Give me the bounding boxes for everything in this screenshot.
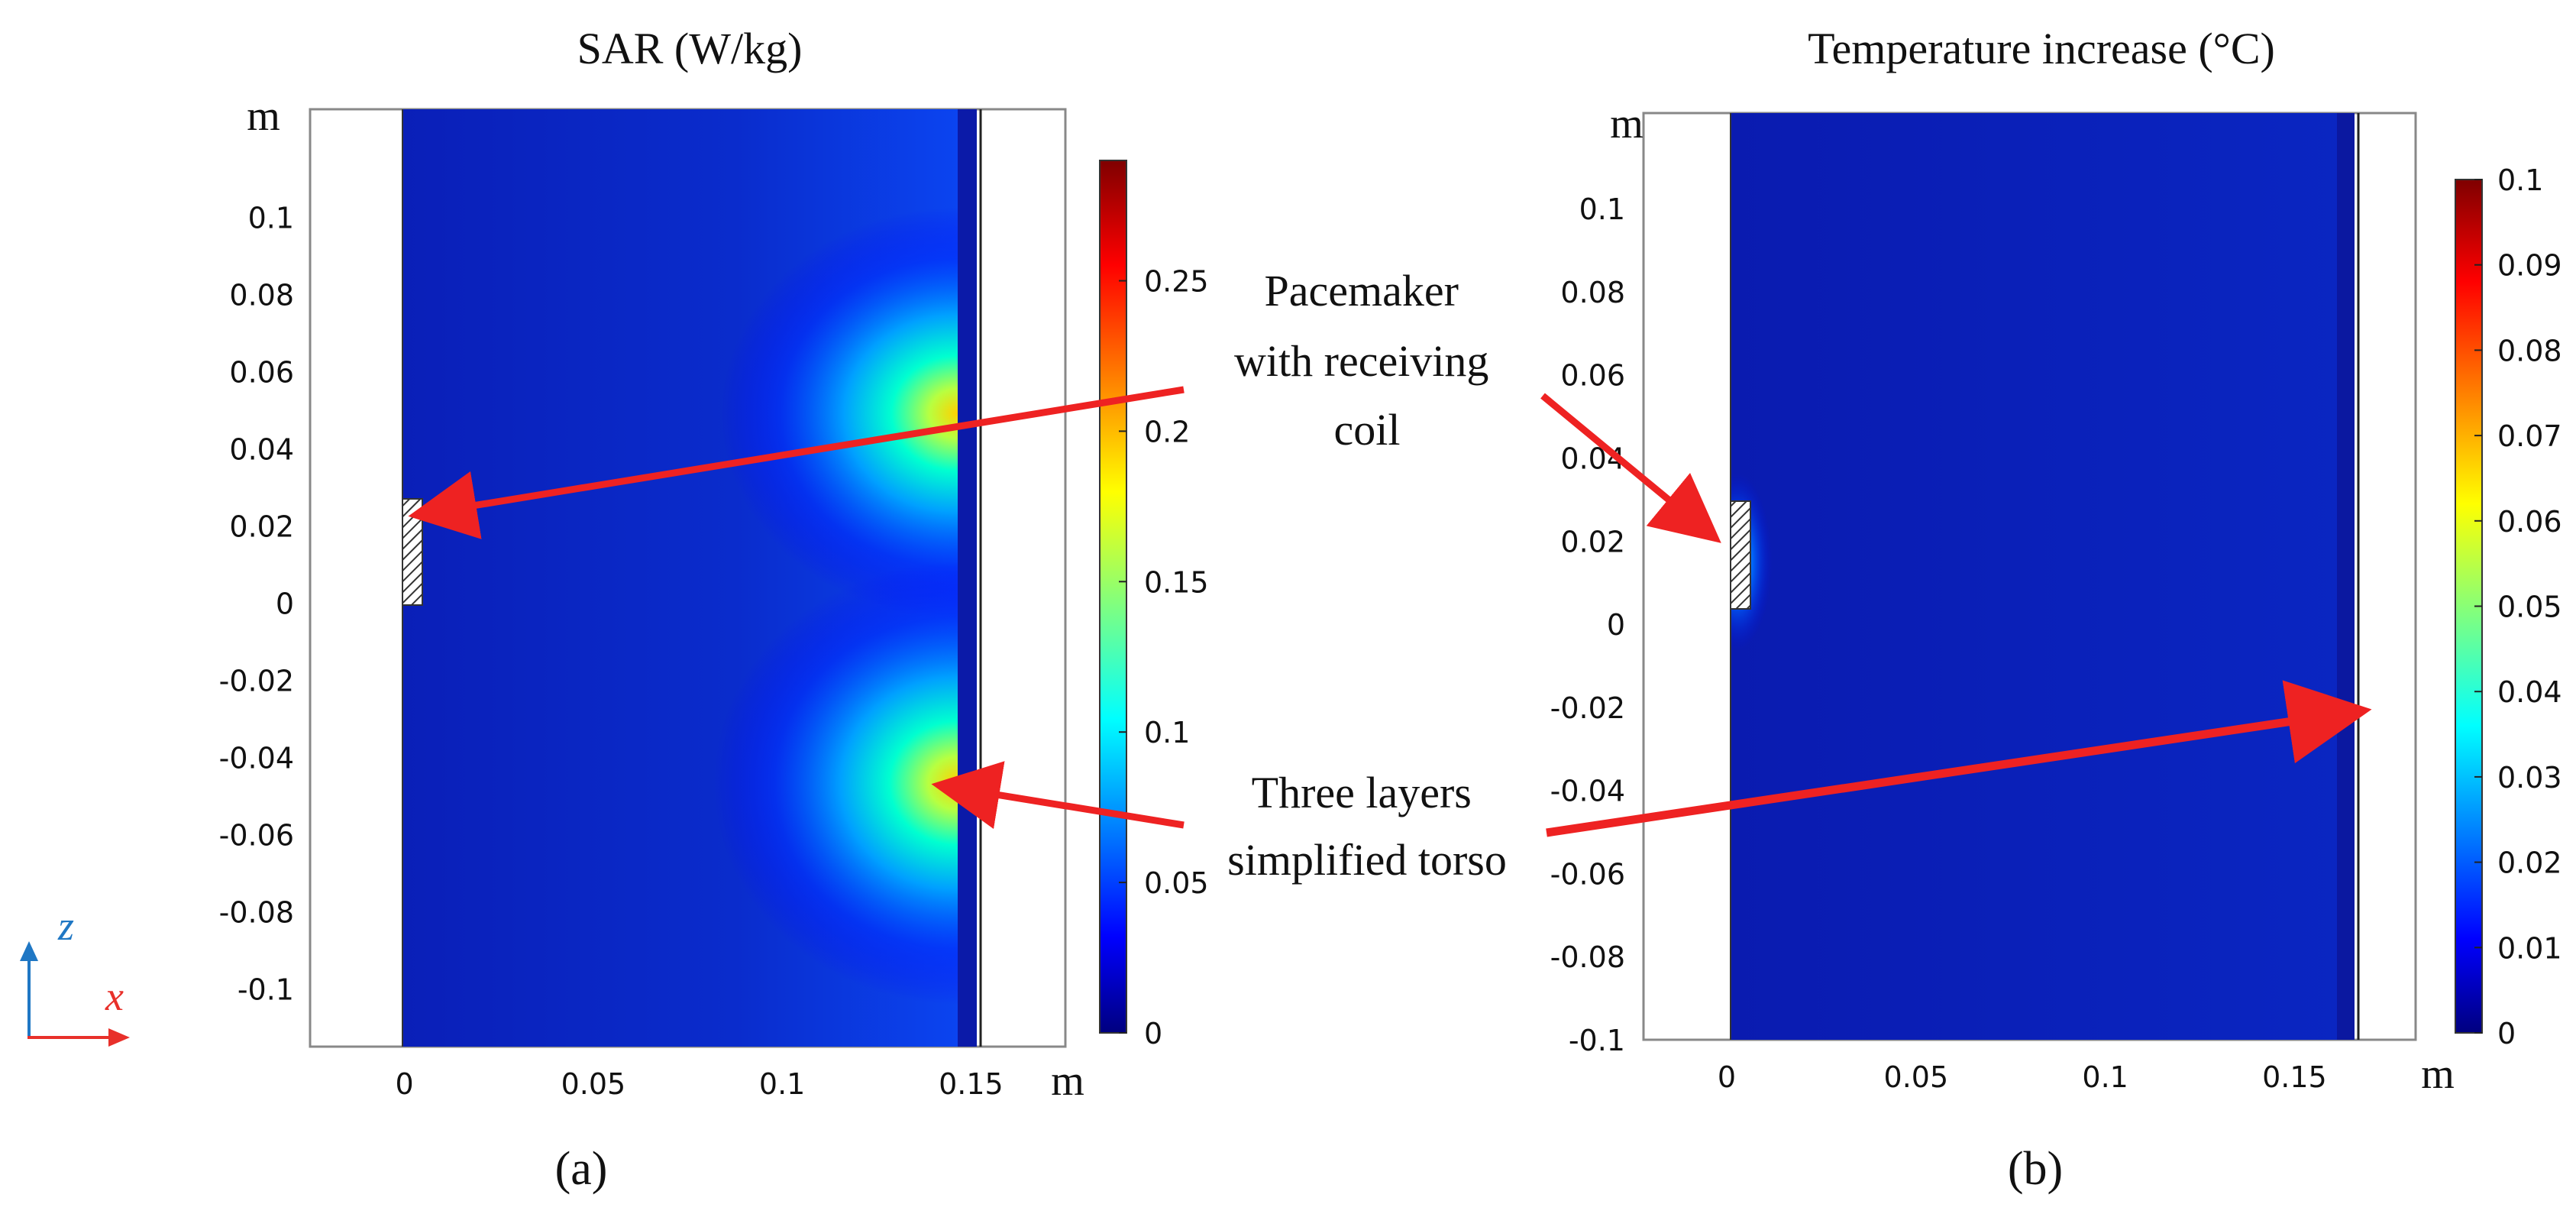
y-tick-label: -0.08: [1550, 940, 1625, 974]
x-tick-label: 0.05: [561, 1067, 626, 1101]
panel-b-pacemaker: [1730, 500, 1751, 610]
y-tick-label: 0.1: [1579, 193, 1625, 226]
y-tick-label: 0.08: [229, 278, 294, 312]
panel-a-colorbar: [1099, 160, 1127, 1034]
panel-b-label: (b): [2008, 1143, 2063, 1195]
panel-b-y-unit: m: [1610, 100, 1644, 147]
x-tick-label: 0.1: [759, 1067, 805, 1101]
panel-a-colorbar-ticks: 0.25 0.2 0.15 0.1 0.05 0: [1119, 265, 1209, 1050]
colorbar-tick-label: 0.09: [2497, 249, 2562, 283]
y-tick-label: -0.1: [1569, 1024, 1625, 1057]
panel-a-x-ticks: 0 0.05 0.1 0.15: [396, 1067, 1004, 1101]
x-tick-label: 0.15: [939, 1067, 1004, 1101]
y-tick-label: -0.04: [219, 741, 294, 775]
panel-a-hotspot-upper: [721, 207, 977, 620]
colorbar-tick-label: 0.1: [1144, 716, 1190, 749]
panel-b-y-ticks: 0.10.080.060.040.020-0.02-0.04-0.06-0.08…: [1550, 193, 1625, 1057]
arrow-to-torso-a: [931, 761, 1185, 830]
y-tick-label: 0.04: [229, 432, 294, 466]
colorbar-tick-label: 0.2: [1144, 415, 1190, 448]
panel-a-label: (a): [555, 1143, 608, 1195]
panel-a-x-unit: m: [1051, 1057, 1084, 1105]
x-tick-label: 0.15: [2262, 1060, 2327, 1094]
colorbar-tick-label: 0.06: [2497, 505, 2562, 539]
y-tick-label: -0.04: [1550, 775, 1625, 808]
colorbar-tick-label: 0: [1144, 1017, 1162, 1050]
axes-glyph: z x: [20, 903, 130, 1047]
panel-b-torso: [1731, 113, 2355, 1040]
colorbar-tick-label: 0.15: [1144, 565, 1209, 599]
annotations: Pacemaker with receiving coil Three laye…: [408, 266, 2372, 885]
panel-a-title: SAR (W/kg): [577, 24, 803, 73]
colorbar-tick-label: 0.05: [2497, 591, 2562, 624]
panel-b-x-unit: m: [2421, 1050, 2455, 1098]
x-axis-label: x: [105, 973, 124, 1019]
panel-b: Temperature increase (°C) m 0.10.080.060…: [1550, 24, 2562, 1195]
panel-a-pacemaker: [402, 498, 423, 606]
z-axis-arrowhead: [20, 941, 38, 961]
colorbar-tick-label: 0: [2497, 1017, 2516, 1050]
y-tick-label: -0.1: [238, 973, 294, 1006]
y-tick-label: -0.02: [1550, 691, 1625, 725]
colorbar-tick-label: 0.01: [2497, 931, 2562, 965]
colorbar-tick-label: 0.07: [2497, 419, 2562, 453]
torso-label-line-1: Three layers: [1252, 768, 1472, 817]
colorbar-tick-label: 0.03: [2497, 761, 2562, 795]
panel-b-colorbar-ticks: 0.1 0.09 0.08 0.07 0.06 0.05 0.04 0.03 0.02 0.01 0: [2474, 163, 2562, 1050]
z-axis-label: z: [57, 903, 74, 949]
arrow-to-torso-b: [1546, 680, 2372, 837]
x-tick-label: 0.05: [1884, 1060, 1949, 1094]
pacemaker-label-line-2: with receiving: [1234, 336, 1488, 386]
y-tick-label: 0.02: [1560, 525, 1625, 558]
panel-a-y-unit: m: [247, 92, 280, 140]
y-tick-label: -0.02: [219, 664, 294, 698]
panel-b-x-ticks: 0 0.05 0.1 0.15: [1718, 1060, 2327, 1094]
panel-a-field: [402, 109, 977, 1047]
panel-a-hotspot-lower: [713, 562, 977, 1005]
pacemaker-label-line-1: Pacemaker: [1265, 266, 1459, 316]
y-tick-label: -0.06: [219, 818, 294, 852]
panel-b-field: [1731, 113, 2355, 1040]
arrow-to-pacemaker-b: [1540, 393, 1721, 543]
x-tick-label: 0: [1718, 1060, 1736, 1094]
colorbar-tick-label: 0.25: [1144, 265, 1209, 299]
arrow-to-pacemaker-a: [408, 386, 1185, 539]
panel-b-title: Temperature increase (°C): [1808, 24, 2275, 73]
panel-a: SAR (W/kg) m 0.1 0.08 0.06 0.04 0.02 0 -0.02 -0…: [219, 24, 1209, 1195]
y-tick-label: 0: [276, 587, 294, 620]
x-tick-label: 0.1: [2082, 1060, 2128, 1094]
torso-label: Three layers simplified torso: [1227, 768, 1507, 885]
panel-a-y-ticks: 0.1 0.08 0.06 0.04 0.02 0 -0.02 -0.04 -0.06 -0.08…: [219, 201, 294, 1006]
colorbar-tick-label: 0.1: [2497, 163, 2543, 197]
panel-a-skin-layer: [958, 109, 977, 1047]
torso-label-line-2: simplified torso: [1227, 835, 1507, 885]
panel-b-skin-layer: [2337, 113, 2355, 1040]
pacemaker-label: Pacemaker with receiving coil: [1234, 266, 1500, 455]
colorbar-tick-label: 0.02: [2497, 846, 2562, 880]
y-tick-label: 0.06: [1560, 359, 1625, 393]
y-tick-label: 0.02: [229, 510, 294, 543]
y-tick-label: -0.06: [1550, 857, 1625, 891]
y-tick-label: 0.08: [1560, 276, 1625, 309]
y-tick-label: 0.06: [229, 355, 294, 389]
colorbar-tick-label: 0.04: [2497, 675, 2562, 709]
x-tick-label: 0: [396, 1067, 414, 1101]
y-tick-label: -0.08: [219, 895, 294, 929]
colorbar-tick-label: 0.08: [2497, 334, 2562, 367]
x-axis-arrowhead: [108, 1028, 130, 1047]
y-tick-label: 0: [1607, 608, 1625, 642]
colorbar-tick-label: 0.05: [1144, 866, 1209, 900]
y-tick-label: 0.1: [248, 201, 294, 235]
pacemaker-label-line-3: coil: [1334, 405, 1401, 455]
